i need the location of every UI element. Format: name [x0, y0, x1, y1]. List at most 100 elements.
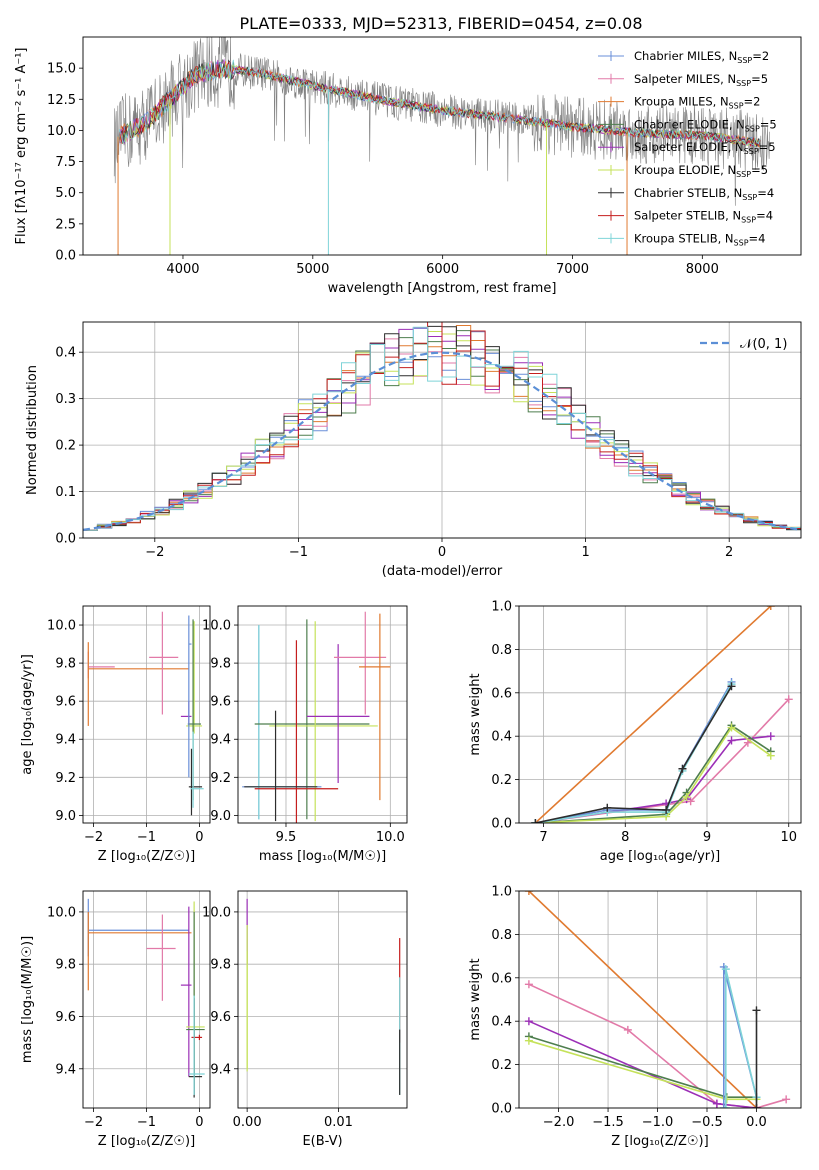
spectrum-xlabel: wavelength [Angstrom, rest frame] [328, 281, 557, 296]
legend-entry-n: =5 [759, 140, 776, 154]
age-z-xtick-label: −1 [137, 830, 156, 845]
spectrum-xtick-label: 6000 [426, 262, 459, 277]
spectrum-plot-area [113, 37, 770, 255]
legend-entry-sub: SSP [745, 124, 760, 133]
mass-ebv-axes: 0.00 0.01 9.4 9.6 9.8 10.0 E(B-V) [202, 890, 408, 1149]
mw-age-series-marker [727, 736, 736, 745]
mw-age-series-marker [682, 792, 691, 801]
data-spectrum-line [113, 37, 770, 206]
legend-entry-sub: SSP [729, 102, 744, 111]
mw-age-series-line [535, 683, 733, 823]
mass-ebv-xtick-label: 0.01 [324, 1115, 353, 1130]
age-z-plot-area [87, 611, 204, 816]
mw-age-frame [518, 605, 802, 824]
residuals-ytick-label: 0.1 [55, 485, 76, 500]
legend-entry-sub: SSP [736, 170, 751, 179]
mw-z-series-marker [623, 1025, 632, 1034]
mass-z-xlabel: Z [log₁₀(Z/Z☉)] [98, 1134, 195, 1149]
mw-age-series-marker [766, 732, 775, 741]
residuals-ytick-label: 0.0 [55, 532, 76, 547]
mw-z-axes: −2.0 −1.5 −1.0 −0.5 0.0 0.0 0.2 0.4 0.6 0.8 1.0 Z [… [468, 885, 802, 1149]
age-mass-xlabel: mass [log₁₀(M/M☉)] [259, 849, 386, 864]
mass-z-ytick-label: 10.0 [47, 905, 76, 920]
age-mass-ytick-label: 9.0 [210, 809, 231, 824]
mass-z-ylabel: mass [log₁₀(M/M☉)] [20, 936, 35, 1063]
legend-entry-n: =5 [751, 163, 768, 177]
mw-age-series-line [535, 726, 772, 823]
legend-entry-label: Chabrier ELODIE, NSSP=5 [634, 117, 777, 133]
legend-entry-label: Kroupa ELODIE, NSSP=5 [634, 163, 768, 179]
mw-z-ylabel: mass weight [468, 958, 483, 1040]
mw-age-series-marker [686, 797, 695, 806]
age-z-frame [82, 605, 211, 824]
mass-ebv-ytick-label: 10.0 [202, 905, 231, 920]
legend-entry-sub: SSP [744, 147, 759, 156]
age-z-ylabel: age [log₁₀(age/yr)] [20, 654, 35, 775]
mw-z-ytick-label: 0.4 [491, 1015, 512, 1030]
spectrum-legend: Chabrier MILES, NSSP=2 Salpeter MILES, NS… [598, 49, 777, 247]
spectrum-ytick-label: 7.5 [55, 155, 76, 170]
mass-ebv-ytick-label: 9.6 [210, 1010, 231, 1025]
normal-legend-label: 𝒩(0, 1) [740, 337, 787, 352]
spectrum-xtick-label: 7000 [556, 262, 589, 277]
mw-age-series-marker [766, 751, 775, 760]
mw-z-series-marker [712, 1099, 721, 1108]
mw-age-axes: 7 8 9 10 0.0 0.2 0.4 0.6 0.8 1.0 age [log₁₀(age/yr… [468, 600, 802, 864]
mw-z-series-marker [782, 1095, 791, 1104]
mw-z-series-line [722, 966, 758, 1108]
mw-z-frame [518, 890, 802, 1109]
mass-z-xtick-label: −1 [137, 1115, 156, 1130]
mw-age-series-marker [531, 819, 540, 823]
age-mass-frame [237, 605, 408, 824]
legend-entry-label: Kroupa MILES, NSSP=2 [634, 95, 760, 111]
mw-z-series-line [528, 891, 758, 1108]
mw-z-series-marker [719, 1104, 728, 1108]
residuals-xtick-label: 1 [581, 545, 589, 560]
mw-age-xlabel: age [log₁₀(age/yr)] [600, 849, 721, 864]
legend-entry-sub: SSP [742, 193, 757, 202]
hist-step-kroupa-stelib [83, 326, 801, 538]
mass-z-axes: −2 −1 0 9.4 9.6 9.8 10.0 Z [log₁₀(Z/Z☉)] mass [l… [20, 890, 211, 1149]
mass-z-xtick-label: −2 [84, 1115, 103, 1130]
spectrum-frame [82, 36, 802, 256]
mw-z-ytick-label: 1.0 [491, 885, 512, 900]
mass-ebv-frame [237, 890, 408, 1109]
residuals-xlabel: (data-model)/error [382, 564, 503, 579]
mw-z-ytick-label: 0.0 [491, 1102, 512, 1117]
residuals-ytick-label: 0.2 [55, 439, 76, 454]
spectrum-axes: 4000 5000 6000 7000 8000 0.0 2.5 5.0 7.5 10.0 12.5… [14, 36, 802, 296]
mw-age-xtick-label: 8 [621, 830, 629, 845]
residuals-ylabel: Normed distribution [25, 365, 40, 495]
legend-entry-n: =5 [751, 72, 768, 86]
mw-age-plot-area [531, 606, 793, 823]
mw-z-series-marker [524, 1017, 533, 1026]
legend-entry-sub: SSP [737, 56, 752, 65]
spectrum-ylabel: Flux [fλ10⁻¹⁷ erg cm⁻² s⁻¹ A⁻¹] [14, 48, 29, 245]
legend-entry-label: Salpeter MILES, NSSP=5 [634, 72, 768, 88]
mw-z-ytick-label: 0.8 [491, 928, 512, 943]
spectrum-ytick-label: 2.5 [55, 217, 76, 232]
age-z-xtick-label: −2 [84, 830, 103, 845]
spectrum-ytick-label: 0.0 [55, 249, 76, 264]
mw-z-xtick-label: 0.0 [746, 1115, 767, 1130]
mw-age-series-marker [662, 805, 671, 814]
mw-age-ytick-label: 1.0 [491, 600, 512, 615]
mw-age-series-line [534, 606, 772, 823]
legend-entry-n: =4 [756, 209, 773, 223]
legend-entry-label: Salpeter ELODIE, NSSP=5 [634, 140, 776, 156]
mw-z-series-marker [524, 980, 533, 989]
residuals-ytick-label: 0.4 [55, 346, 76, 361]
residuals-xtick-label: −1 [289, 545, 308, 560]
mw-age-xtick-label: 7 [539, 830, 547, 845]
legend-entry-n: =5 [760, 117, 777, 131]
mw-z-xtick-label: −2.0 [543, 1115, 575, 1130]
mw-age-series-marker [766, 606, 775, 610]
mw-z-xtick-label: −0.5 [691, 1115, 723, 1130]
age-z-ytick-label: 9.4 [55, 733, 76, 748]
mw-z-ytick-label: 0.6 [491, 971, 512, 986]
age-z-xtick-label: 0 [195, 830, 203, 845]
age-z-ytick-label: 9.6 [55, 695, 76, 710]
mw-z-plot-area [524, 891, 791, 1108]
residuals-frame [82, 321, 802, 539]
